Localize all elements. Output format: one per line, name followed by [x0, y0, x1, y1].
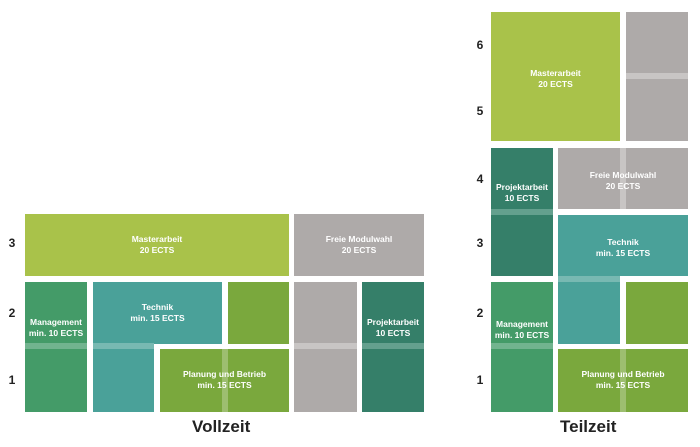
teilzeit-row-3: 3	[476, 236, 484, 250]
teilzeit-masterarbeit-block	[491, 12, 620, 141]
teilzeit-technik-label: Technik min. 15 ECTS	[595, 237, 651, 258]
vollzeit-masterarbeit-block	[25, 214, 289, 276]
teilzeit-freie-modulwahl-seam-mid	[620, 148, 626, 209]
teilzeit-projektarbeit-seam	[491, 209, 553, 215]
teilzeit-projektarbeit-label: Projektarbeit 10 ECTS	[496, 182, 548, 203]
teilzeit-management-label: Management min. 10 ECTS	[494, 319, 550, 340]
vollzeit-freie-modulwahl-seam	[294, 343, 357, 349]
vollzeit-projektarbeit-label: Projektarbeit 10 ECTS	[367, 317, 419, 338]
vollzeit-row-2: 2	[8, 306, 16, 320]
vollzeit-technik-bottom	[93, 344, 154, 412]
vollzeit-projektarbeit-seam	[362, 343, 424, 349]
teilzeit-row-5: 5	[476, 104, 484, 118]
teilzeit-technik-seam	[558, 276, 620, 282]
vollzeit-planung-seam	[222, 349, 228, 412]
vollzeit-freie-modulwahl-label: Freie Modulwahl 20 ECTS	[325, 234, 393, 255]
teilzeit-title: Teilzeit	[560, 417, 617, 436]
teilzeit-planung-label: Planung und Betrieb min. 15 ECTS	[581, 369, 665, 390]
teilzeit-planung-top	[626, 282, 688, 344]
teilzeit-row-4: 4	[476, 172, 484, 186]
vollzeit-management-seam	[25, 343, 87, 349]
vollzeit-management-label: Management min. 10 ECTS	[28, 317, 84, 338]
vollzeit-row-1: 1	[8, 373, 16, 387]
vollzeit-technik-label: Technik min. 15 ECTS	[130, 302, 185, 323]
teilzeit-freie-modulwahl-seam-top	[626, 73, 688, 79]
vollzeit-technik-top	[93, 282, 222, 344]
vollzeit-masterarbeit-label: Masterarbeit 20 ECTS	[131, 234, 183, 255]
vollzeit-freie-modulwahl-top	[294, 214, 424, 276]
teilzeit-row-1: 1	[476, 373, 484, 387]
teilzeit-planung-seam	[620, 349, 626, 412]
vollzeit-row-3: 3	[8, 236, 16, 250]
vollzeit-planung-top	[228, 282, 289, 344]
teilzeit-masterarbeit-label: Masterarbeit 20 ECTS	[530, 68, 581, 89]
teilzeit-row-2: 2	[476, 306, 484, 320]
vollzeit-planung-label: Planung und Betrieb min. 15 ECTS	[182, 369, 267, 390]
teilzeit-technik-bottom	[558, 276, 620, 344]
teilzeit-row-6: 6	[476, 38, 484, 52]
teilzeit-technik-top	[558, 215, 688, 276]
vollzeit-technik-seam	[93, 343, 154, 349]
teilzeit-management-seam	[491, 343, 553, 349]
vollzeit-title: Vollzeit	[192, 417, 251, 436]
teilzeit-freie-modulwahl-label: Freie Modulwahl 20 ECTS	[589, 170, 657, 191]
